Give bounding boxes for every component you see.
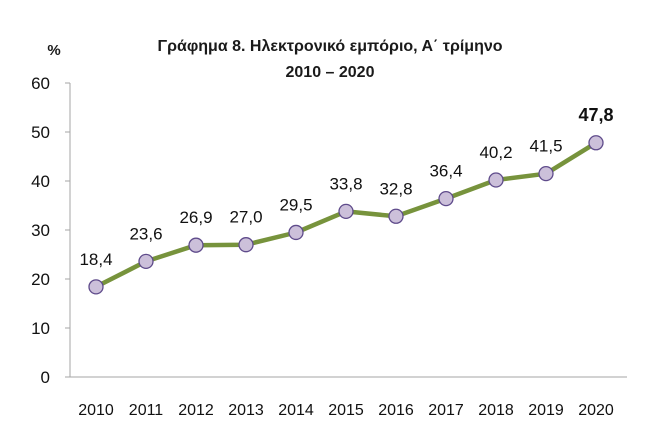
x-tick-label: 2016 bbox=[378, 402, 414, 419]
x-tick-label: 2018 bbox=[478, 402, 514, 419]
data-label: 36,4 bbox=[429, 162, 462, 181]
data-point-marker bbox=[488, 172, 504, 188]
data-label: 47,8 bbox=[578, 105, 613, 125]
x-tick-label: 2020 bbox=[578, 402, 614, 419]
data-label: 40,2 bbox=[479, 143, 512, 162]
data-label: 41,5 bbox=[529, 137, 562, 156]
y-tick-label: 10 bbox=[31, 319, 50, 338]
x-tick-label: 2012 bbox=[178, 402, 214, 419]
x-tick-label: 2010 bbox=[78, 402, 114, 419]
x-tick-label: 2017 bbox=[428, 402, 464, 419]
data-point-marker bbox=[88, 279, 104, 295]
x-axis-ticks: 2010 2011 2012 2013 2014 2015 2016 2017 2018 2019… bbox=[78, 402, 614, 419]
data-label: 33,8 bbox=[329, 174, 362, 193]
chart-subtitle: 2010 – 2020 bbox=[286, 64, 375, 81]
y-axis-ticks: 0 10 20 30 40 50 60 bbox=[31, 74, 70, 387]
y-tick-label: 30 bbox=[31, 221, 50, 240]
x-tick-label: 2013 bbox=[228, 402, 264, 419]
data-point-marker bbox=[288, 224, 304, 241]
y-tick-label: 0 bbox=[41, 368, 50, 387]
data-label: 29,5 bbox=[279, 195, 312, 214]
data-point-marker bbox=[188, 237, 204, 253]
data-label: 18,4 bbox=[79, 250, 112, 269]
data-point-marker bbox=[238, 237, 254, 253]
data-point-marker bbox=[138, 253, 154, 270]
y-axis-unit-label: % bbox=[47, 42, 60, 59]
data-label: 26,9 bbox=[179, 208, 212, 227]
y-tick-label: 40 bbox=[31, 172, 50, 191]
data-point-marker bbox=[438, 190, 454, 207]
data-label: 27,0 bbox=[229, 208, 262, 227]
y-tick-label: 60 bbox=[31, 74, 50, 93]
x-tick-label: 2019 bbox=[528, 402, 564, 419]
data-labels: 18,4 23,6 26,9 27,0 29,5 33,8 32,8 36,4 40,2 41,5… bbox=[79, 105, 613, 269]
series-line-group bbox=[88, 135, 604, 295]
data-point-marker bbox=[338, 203, 354, 220]
x-tick-label: 2014 bbox=[278, 402, 314, 419]
y-tick-label: 50 bbox=[31, 123, 50, 142]
data-label: 23,6 bbox=[129, 224, 162, 243]
data-point-marker bbox=[588, 135, 604, 151]
chart-title: Γράφημα 8. Ηλεκτρονικό εμπόριο, Α΄ τρίμη… bbox=[157, 38, 502, 55]
x-tick-label: 2015 bbox=[328, 402, 364, 419]
data-point-marker bbox=[388, 208, 404, 224]
y-tick-label: 20 bbox=[31, 270, 50, 289]
data-point-marker bbox=[538, 165, 554, 182]
x-tick-label: 2011 bbox=[129, 402, 164, 419]
data-label: 32,8 bbox=[379, 179, 412, 198]
